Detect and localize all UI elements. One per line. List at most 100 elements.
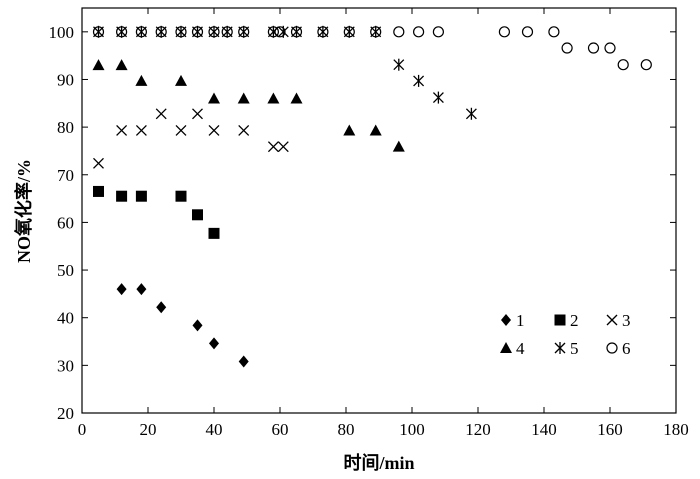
y-tick-label: 20	[57, 404, 74, 423]
data-point-series-4	[175, 74, 187, 86]
data-point-series-6	[343, 26, 355, 38]
tick-labels: 0 20 40 60 80 100 120 140 160 1802030405060708090…	[49, 23, 689, 439]
series-3	[93, 108, 289, 169]
axis-ticks	[81, 8, 677, 414]
plot-frame	[81, 7, 677, 414]
y-axis-label: NO氧化率/%	[13, 159, 34, 263]
data-point-series-1	[116, 283, 127, 296]
x-tick-label: 40	[206, 420, 223, 439]
data-point-series-6	[267, 26, 279, 38]
legend-item-2: 2	[554, 311, 579, 330]
series-6	[92, 26, 652, 71]
data-point-series-6	[548, 26, 560, 38]
x-axis-label: 时间/min	[343, 453, 414, 473]
x-tick-label: 100	[399, 420, 425, 439]
legend: 1 2 3 4 5 6	[500, 311, 631, 358]
data-point-series-4	[135, 74, 148, 86]
data-point-series-4	[343, 124, 356, 136]
legend-marker-4	[500, 342, 512, 353]
data-point-series-6	[208, 26, 220, 38]
legend-label-5: 5	[570, 339, 579, 358]
data-point-series-6	[413, 26, 425, 38]
data-point-series-6	[290, 26, 303, 38]
x-tick-label: 160	[597, 420, 623, 439]
data-point-series-4	[267, 92, 280, 104]
series-2	[93, 185, 220, 239]
data-point-series-6	[175, 26, 187, 38]
legend-item-6: 6	[606, 339, 631, 358]
data-point-series-3	[208, 124, 220, 136]
x-tick-label: 0	[78, 420, 87, 439]
data-point-series-3	[267, 141, 279, 153]
data-point-series-6	[604, 42, 616, 54]
data-point-series-2	[192, 209, 203, 221]
data-point-series-6	[191, 26, 204, 38]
legend-label-4: 4	[516, 339, 525, 358]
data-point-series-1	[209, 337, 219, 350]
data-point-series-3	[192, 108, 203, 120]
data-point-series-2	[116, 190, 128, 202]
series-1	[116, 283, 249, 368]
legend-label-2: 2	[570, 311, 579, 330]
legend-label-1: 1	[516, 311, 525, 330]
y-tick-label: 90	[57, 70, 74, 89]
y-tick-label: 50	[57, 261, 74, 280]
legend-label-6: 6	[622, 339, 631, 358]
data-point-series-2	[208, 227, 220, 239]
data-point-series-6	[317, 26, 329, 38]
data-point-series-1	[156, 301, 167, 314]
data-point-series-4	[290, 92, 303, 104]
data-point-series-1	[192, 319, 203, 332]
legend-marker-5	[554, 342, 566, 354]
data-point-series-3	[135, 124, 147, 136]
y-tick-label: 80	[57, 118, 74, 137]
data-point-series-6	[135, 26, 147, 38]
x-tick-label: 120	[465, 420, 491, 439]
data-point-series-3	[175, 124, 187, 136]
legend-item-4: 4	[500, 339, 525, 358]
data-point-series-6	[393, 26, 405, 38]
y-tick-label: 70	[57, 166, 74, 185]
legend-marker-6	[606, 342, 618, 354]
data-points	[92, 25, 652, 368]
data-point-series-4	[115, 59, 128, 71]
data-point-series-5	[413, 74, 425, 87]
series-4	[92, 59, 405, 152]
data-point-series-3	[116, 124, 128, 136]
legend-item-1: 1	[501, 311, 525, 330]
y-tick-label: 60	[57, 213, 74, 232]
x-tick-label: 180	[663, 420, 689, 439]
legend-item-5: 5	[554, 339, 579, 358]
data-point-series-6	[92, 26, 105, 38]
data-point-series-6	[274, 26, 286, 38]
data-point-series-3	[277, 141, 289, 153]
data-point-series-5	[465, 107, 477, 120]
data-point-series-6	[587, 42, 600, 54]
data-point-series-4	[237, 92, 250, 104]
data-point-series-2	[93, 185, 104, 197]
data-point-series-1	[238, 355, 249, 368]
data-point-series-6	[238, 26, 250, 38]
data-point-series-2	[175, 190, 187, 202]
data-point-series-1	[136, 283, 147, 296]
data-point-series-4	[208, 92, 220, 104]
legend-marker-2	[554, 314, 566, 326]
data-point-series-4	[92, 59, 105, 71]
data-point-series-6	[521, 26, 534, 38]
data-point-series-6	[115, 26, 128, 38]
series-5	[93, 25, 477, 120]
data-point-series-6	[640, 59, 652, 71]
data-point-series-2	[135, 190, 147, 202]
data-point-series-3	[155, 108, 167, 120]
y-tick-label: 40	[57, 309, 74, 328]
x-tick-label: 140	[531, 420, 557, 439]
legend-label-3: 3	[622, 311, 631, 330]
data-point-series-6	[617, 59, 629, 71]
data-point-series-6	[155, 26, 167, 38]
legend-marker-1	[501, 314, 511, 326]
data-point-series-6	[498, 26, 510, 38]
y-tick-label: 30	[57, 356, 74, 375]
data-point-series-4	[392, 140, 405, 152]
data-point-series-4	[369, 124, 382, 136]
